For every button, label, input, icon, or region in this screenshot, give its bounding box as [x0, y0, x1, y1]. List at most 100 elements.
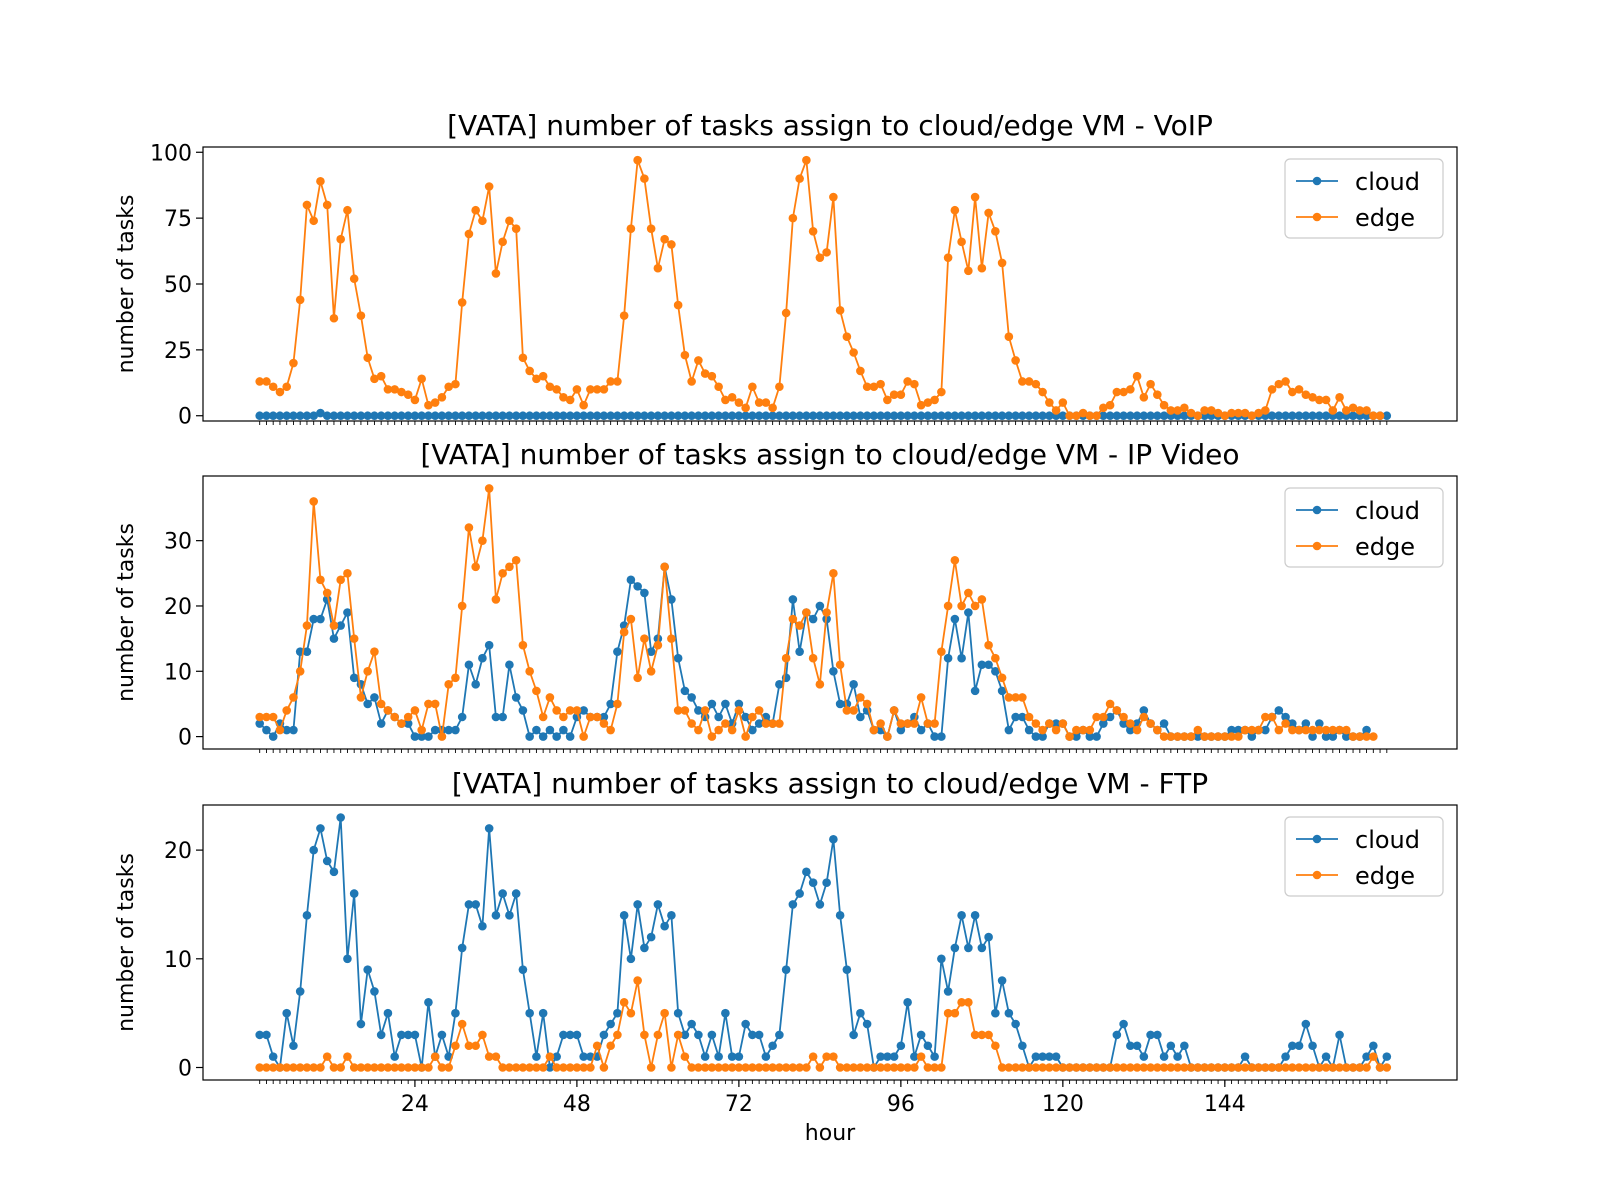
data-point-edge: [599, 385, 609, 394]
data-point-edge: [748, 712, 757, 722]
data-point-edge: [1207, 732, 1216, 741]
data-point-cloud: [991, 411, 1000, 421]
data-point-edge: [883, 1063, 892, 1072]
data-point-edge: [977, 1030, 987, 1040]
data-point-cloud: [1099, 411, 1108, 421]
data-point-cloud: [302, 411, 312, 421]
data-point-edge: [1234, 732, 1243, 741]
data-point-edge: [1308, 1063, 1317, 1072]
data-point-edge: [1099, 712, 1108, 722]
data-point-cloud: [1153, 1030, 1162, 1040]
data-point-edge: [518, 1063, 528, 1072]
data-point-edge: [282, 1063, 291, 1072]
data-point-cloud: [511, 889, 521, 898]
data-point-edge: [1186, 1063, 1196, 1072]
data-point-edge: [505, 1063, 514, 1072]
data-point-edge: [1065, 411, 1074, 421]
data-point-edge: [734, 398, 744, 407]
data-point-edge: [403, 390, 413, 399]
data-point-cloud: [1038, 411, 1047, 421]
data-point-cloud: [950, 943, 960, 953]
data-point-edge: [1220, 1063, 1230, 1072]
data-point-edge: [761, 398, 771, 407]
data-point-cloud: [741, 411, 750, 421]
data-point-edge: [1173, 1063, 1182, 1072]
data-point-cloud: [1294, 1041, 1304, 1051]
data-point-cloud: [403, 719, 413, 728]
data-point-edge: [653, 640, 663, 650]
data-point-edge: [1105, 699, 1115, 709]
data-point-cloud: [457, 712, 467, 722]
data-point-edge: [1031, 379, 1041, 389]
data-point-cloud: [1024, 411, 1034, 421]
data-point-cloud: [768, 411, 777, 421]
data-point-edge: [869, 725, 879, 735]
data-point-edge: [741, 732, 750, 741]
data-point-cloud: [457, 943, 467, 953]
data-point-edge: [275, 387, 285, 397]
data-point-cloud: [1301, 719, 1311, 728]
legend-label-cloud: cloud: [1355, 826, 1420, 854]
data-point-cloud: [545, 1063, 555, 1072]
data-point-cloud: [579, 1052, 588, 1061]
data-point-cloud: [370, 693, 379, 702]
data-point-edge: [390, 385, 399, 394]
data-point-cloud: [599, 411, 609, 421]
data-point-cloud: [451, 725, 460, 735]
data-point-cloud: [410, 732, 420, 741]
data-point-cloud: [646, 932, 656, 942]
data-point-cloud: [1159, 719, 1169, 728]
data-point-edge: [356, 693, 366, 702]
data-point-edge: [896, 390, 906, 399]
data-point-edge: [1011, 693, 1020, 702]
data-point-edge: [336, 234, 345, 244]
data-point-cloud: [1159, 411, 1169, 421]
data-point-edge: [343, 205, 352, 215]
data-point-cloud: [437, 1030, 447, 1040]
data-point-cloud: [1038, 1052, 1047, 1061]
data-point-edge: [984, 1030, 993, 1040]
data-point-edge: [1018, 693, 1027, 702]
data-point-edge: [255, 712, 264, 722]
data-point-edge: [1315, 395, 1324, 405]
data-point-edge: [397, 387, 406, 397]
data-point-edge: [815, 1063, 825, 1072]
data-point-cloud: [309, 614, 318, 624]
data-point-edge: [1024, 1063, 1034, 1072]
data-point-edge: [943, 253, 953, 262]
data-point-edge: [1348, 403, 1358, 413]
data-point-edge: [849, 706, 858, 715]
legend-marker-cloud: [1312, 505, 1322, 515]
data-point-edge: [1375, 1063, 1385, 1072]
data-point-edge: [1193, 411, 1203, 421]
data-point-edge: [1180, 403, 1189, 413]
data-point-cloud: [592, 411, 602, 421]
data-point-edge: [991, 653, 1000, 663]
data-point-edge: [802, 1063, 811, 1072]
data-point-cloud: [403, 411, 413, 421]
data-point-cloud: [1328, 732, 1338, 741]
data-point-edge: [397, 719, 406, 728]
data-point-edge: [592, 712, 602, 722]
data-point-cloud: [748, 725, 757, 735]
data-point-edge: [1038, 725, 1047, 735]
legend-label-edge: edge: [1355, 204, 1415, 232]
data-point-edge: [1085, 1063, 1095, 1072]
data-point-cloud: [417, 732, 426, 741]
data-point-edge: [1078, 725, 1088, 735]
legend-box: [1284, 816, 1444, 897]
data-point-edge: [754, 706, 764, 715]
data-point-cloud: [815, 900, 825, 909]
data-point-edge: [876, 719, 885, 728]
data-point-cloud: [660, 921, 669, 931]
data-point-cloud: [410, 1030, 420, 1040]
data-point-edge: [1180, 1063, 1189, 1072]
data-point-edge: [606, 377, 615, 386]
data-point-edge: [1362, 732, 1371, 741]
data-point-cloud: [478, 411, 487, 421]
data-point-edge: [1193, 1063, 1203, 1072]
data-point-cloud: [376, 1030, 386, 1040]
data-point-edge: [869, 382, 879, 392]
data-point-cloud: [1045, 411, 1054, 421]
data-point-cloud: [505, 411, 514, 421]
